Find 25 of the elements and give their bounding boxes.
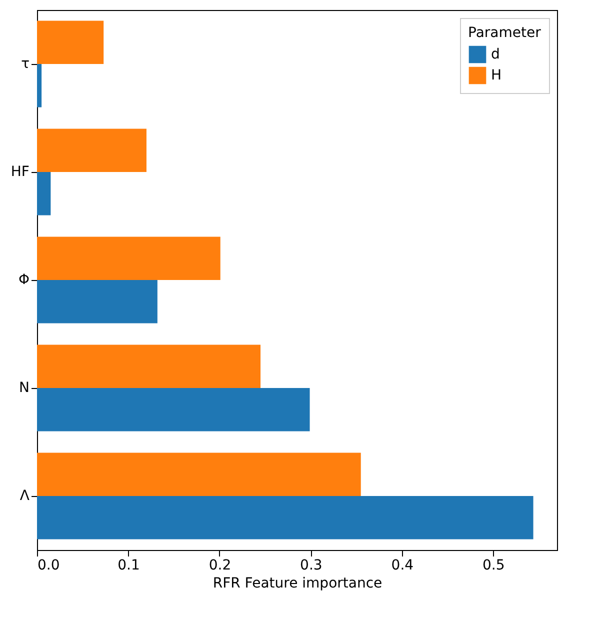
bar	[37, 172, 51, 216]
bar	[37, 280, 158, 324]
legend-title: Parameter	[468, 25, 542, 41]
y-tick-label: Λ	[20, 488, 30, 504]
x-tick-label: 0.4	[391, 558, 414, 574]
bar	[37, 20, 104, 64]
bar	[37, 128, 146, 172]
x-axis-title: RFR Feature importance	[212, 576, 382, 592]
bar	[37, 64, 42, 108]
x-tick-label: 0.2	[208, 558, 232, 574]
y-tick-label: τ	[21, 56, 30, 72]
y-tick-label: HF	[10, 164, 30, 180]
x-tick-label: 0.1	[118, 558, 140, 574]
legend-label: d	[491, 46, 500, 62]
y-tick-label: Φ	[18, 272, 30, 288]
x-tick-label: 0.5	[482, 558, 505, 574]
legend-label: H	[491, 68, 502, 84]
bar	[37, 496, 534, 540]
y-tick-label: N	[19, 380, 30, 396]
x-tick-label: 0.0	[38, 558, 60, 574]
bar	[37, 388, 310, 432]
x-tick-label: 0.3	[300, 558, 322, 574]
bar	[37, 452, 361, 496]
bar	[37, 344, 261, 388]
bar	[37, 236, 220, 280]
